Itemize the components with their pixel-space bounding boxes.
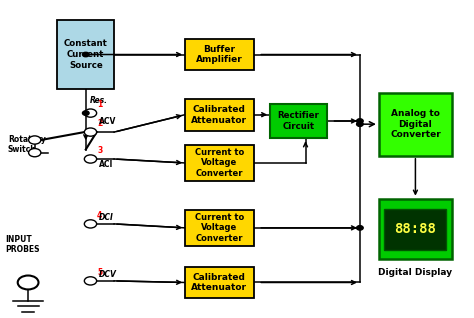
FancyBboxPatch shape bbox=[57, 20, 114, 89]
Text: 4: 4 bbox=[97, 211, 102, 220]
Text: Res.: Res. bbox=[90, 96, 108, 105]
Text: DCV: DCV bbox=[99, 270, 117, 279]
FancyBboxPatch shape bbox=[270, 104, 327, 138]
Circle shape bbox=[84, 220, 97, 228]
Circle shape bbox=[356, 226, 363, 230]
Text: Buffer
Amplifier: Buffer Amplifier bbox=[196, 45, 243, 64]
Text: Current to
Voltage
Converter: Current to Voltage Converter bbox=[195, 148, 244, 178]
FancyBboxPatch shape bbox=[379, 198, 452, 259]
Text: Calibrated
Attenuator: Calibrated Attenuator bbox=[191, 105, 247, 125]
Text: 1: 1 bbox=[97, 100, 102, 109]
Text: Current to
Voltage
Converter: Current to Voltage Converter bbox=[195, 213, 244, 243]
Text: INPUT
PROBES: INPUT PROBES bbox=[5, 235, 40, 254]
FancyBboxPatch shape bbox=[185, 267, 254, 298]
Circle shape bbox=[84, 128, 97, 136]
FancyBboxPatch shape bbox=[185, 39, 254, 70]
Text: Rectifier
Circuit: Rectifier Circuit bbox=[277, 111, 319, 131]
Text: ACI: ACI bbox=[99, 160, 113, 169]
Text: 3: 3 bbox=[97, 146, 102, 155]
FancyBboxPatch shape bbox=[185, 210, 254, 246]
Text: Constant
Current
Source: Constant Current Source bbox=[64, 39, 108, 70]
Circle shape bbox=[28, 136, 41, 144]
Text: ACV: ACV bbox=[99, 117, 117, 126]
Text: DCI: DCI bbox=[99, 213, 114, 222]
Text: 88:88: 88:88 bbox=[394, 223, 437, 237]
Circle shape bbox=[84, 109, 97, 117]
Circle shape bbox=[84, 155, 97, 163]
Circle shape bbox=[18, 275, 38, 289]
Circle shape bbox=[28, 149, 41, 157]
Circle shape bbox=[356, 119, 363, 123]
Text: 5: 5 bbox=[97, 268, 102, 277]
FancyBboxPatch shape bbox=[185, 145, 254, 181]
FancyBboxPatch shape bbox=[185, 99, 254, 130]
Text: Rotatory
Switch: Rotatory Switch bbox=[8, 135, 46, 155]
Text: Analog to
Digital
Converter: Analog to Digital Converter bbox=[390, 109, 441, 139]
Text: Digital Display: Digital Display bbox=[378, 268, 453, 278]
FancyBboxPatch shape bbox=[384, 209, 447, 250]
Circle shape bbox=[356, 122, 363, 126]
FancyBboxPatch shape bbox=[379, 93, 452, 156]
Text: 2: 2 bbox=[97, 119, 102, 128]
Circle shape bbox=[82, 52, 89, 57]
Circle shape bbox=[82, 111, 89, 115]
Text: Calibrated
Attenuator: Calibrated Attenuator bbox=[191, 273, 247, 292]
Circle shape bbox=[84, 277, 97, 285]
